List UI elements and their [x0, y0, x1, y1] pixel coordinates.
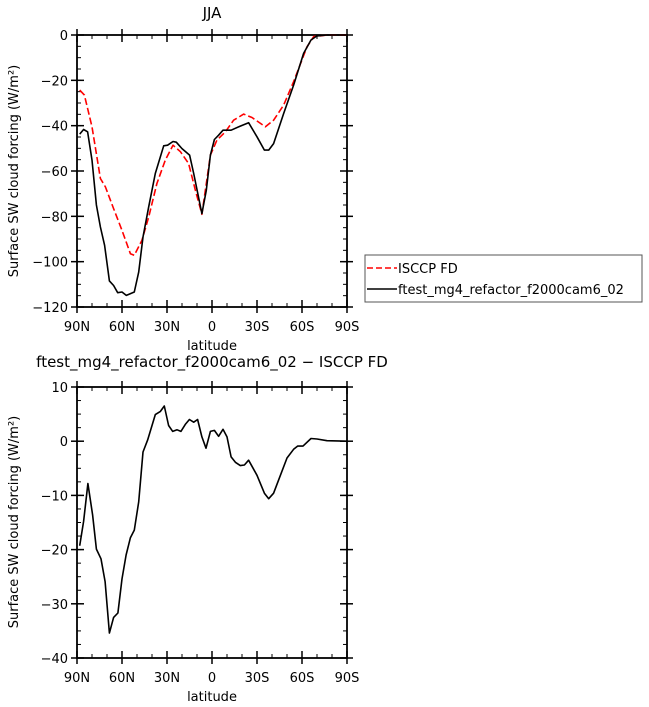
bottom-title: ftest_mg4_refactor_f2000cam6_02 − ISCCP … — [36, 353, 388, 372]
top-ylabel: Surface SW cloud forcing (W/m²) — [7, 65, 22, 277]
series-line-difference — [78, 405, 348, 634]
x-tick-label: 90N — [64, 671, 90, 686]
y-tick-label: −60 — [41, 165, 68, 180]
x-tick-label: 90S — [335, 671, 360, 686]
x-tick-label: 30S — [245, 320, 270, 335]
y-tick-label: −80 — [41, 210, 68, 225]
top-xlabel: latitude — [187, 339, 237, 354]
y-tick-label: 0 — [60, 435, 68, 450]
series-line-isccp-fd — [79, 34, 347, 257]
x-tick-label: 60N — [109, 320, 135, 335]
series-line-ftest-mg4-refactor-f2000cam6-02 — [79, 34, 347, 297]
plot-frame — [76, 386, 348, 659]
bottom-panel: ftest_mg4_refactor_f2000cam6_02 − ISCCP … — [7, 353, 388, 705]
y-tick-label: −100 — [32, 256, 68, 271]
top-title: JJA — [202, 4, 223, 22]
bottom-xlabel: latitude — [187, 690, 237, 705]
y-tick-label: −40 — [41, 120, 68, 135]
y-tick-label: −120 — [32, 301, 68, 316]
y-tick-label: −30 — [41, 598, 68, 613]
x-tick-label: 60S — [290, 320, 315, 335]
y-tick-label: −20 — [41, 74, 68, 89]
x-tick-label: 90N — [64, 320, 90, 335]
legend: ISCCP FD ftest_mg4_refactor_f2000cam6_02 — [364, 254, 643, 303]
x-tick-label: 30N — [154, 671, 180, 686]
x-tick-label: 0 — [208, 671, 216, 686]
x-tick-label: 90S — [335, 320, 360, 335]
y-tick-label: −10 — [41, 489, 68, 504]
legend-label-model: ftest_mg4_refactor_f2000cam6_02 — [398, 283, 624, 298]
legend-label-isccp: ISCCP FD — [398, 262, 458, 277]
x-tick-label: 60S — [290, 671, 315, 686]
x-tick-label: 60N — [109, 671, 135, 686]
bottom-ylabel: Surface SW cloud forcing (W/m²) — [7, 416, 22, 628]
x-tick-label: 30S — [245, 671, 270, 686]
y-tick-label: −20 — [41, 544, 68, 559]
x-tick-label: 0 — [208, 320, 216, 335]
top-panel: JJA latitude Surface SW cloud forcing (W… — [7, 4, 643, 354]
legend-box — [364, 254, 643, 303]
y-tick-label: −40 — [41, 652, 68, 667]
y-tick-label: 0 — [60, 29, 68, 44]
plot-frame — [76, 34, 348, 308]
y-tick-label: 10 — [51, 381, 68, 396]
x-tick-label: 30N — [154, 320, 180, 335]
